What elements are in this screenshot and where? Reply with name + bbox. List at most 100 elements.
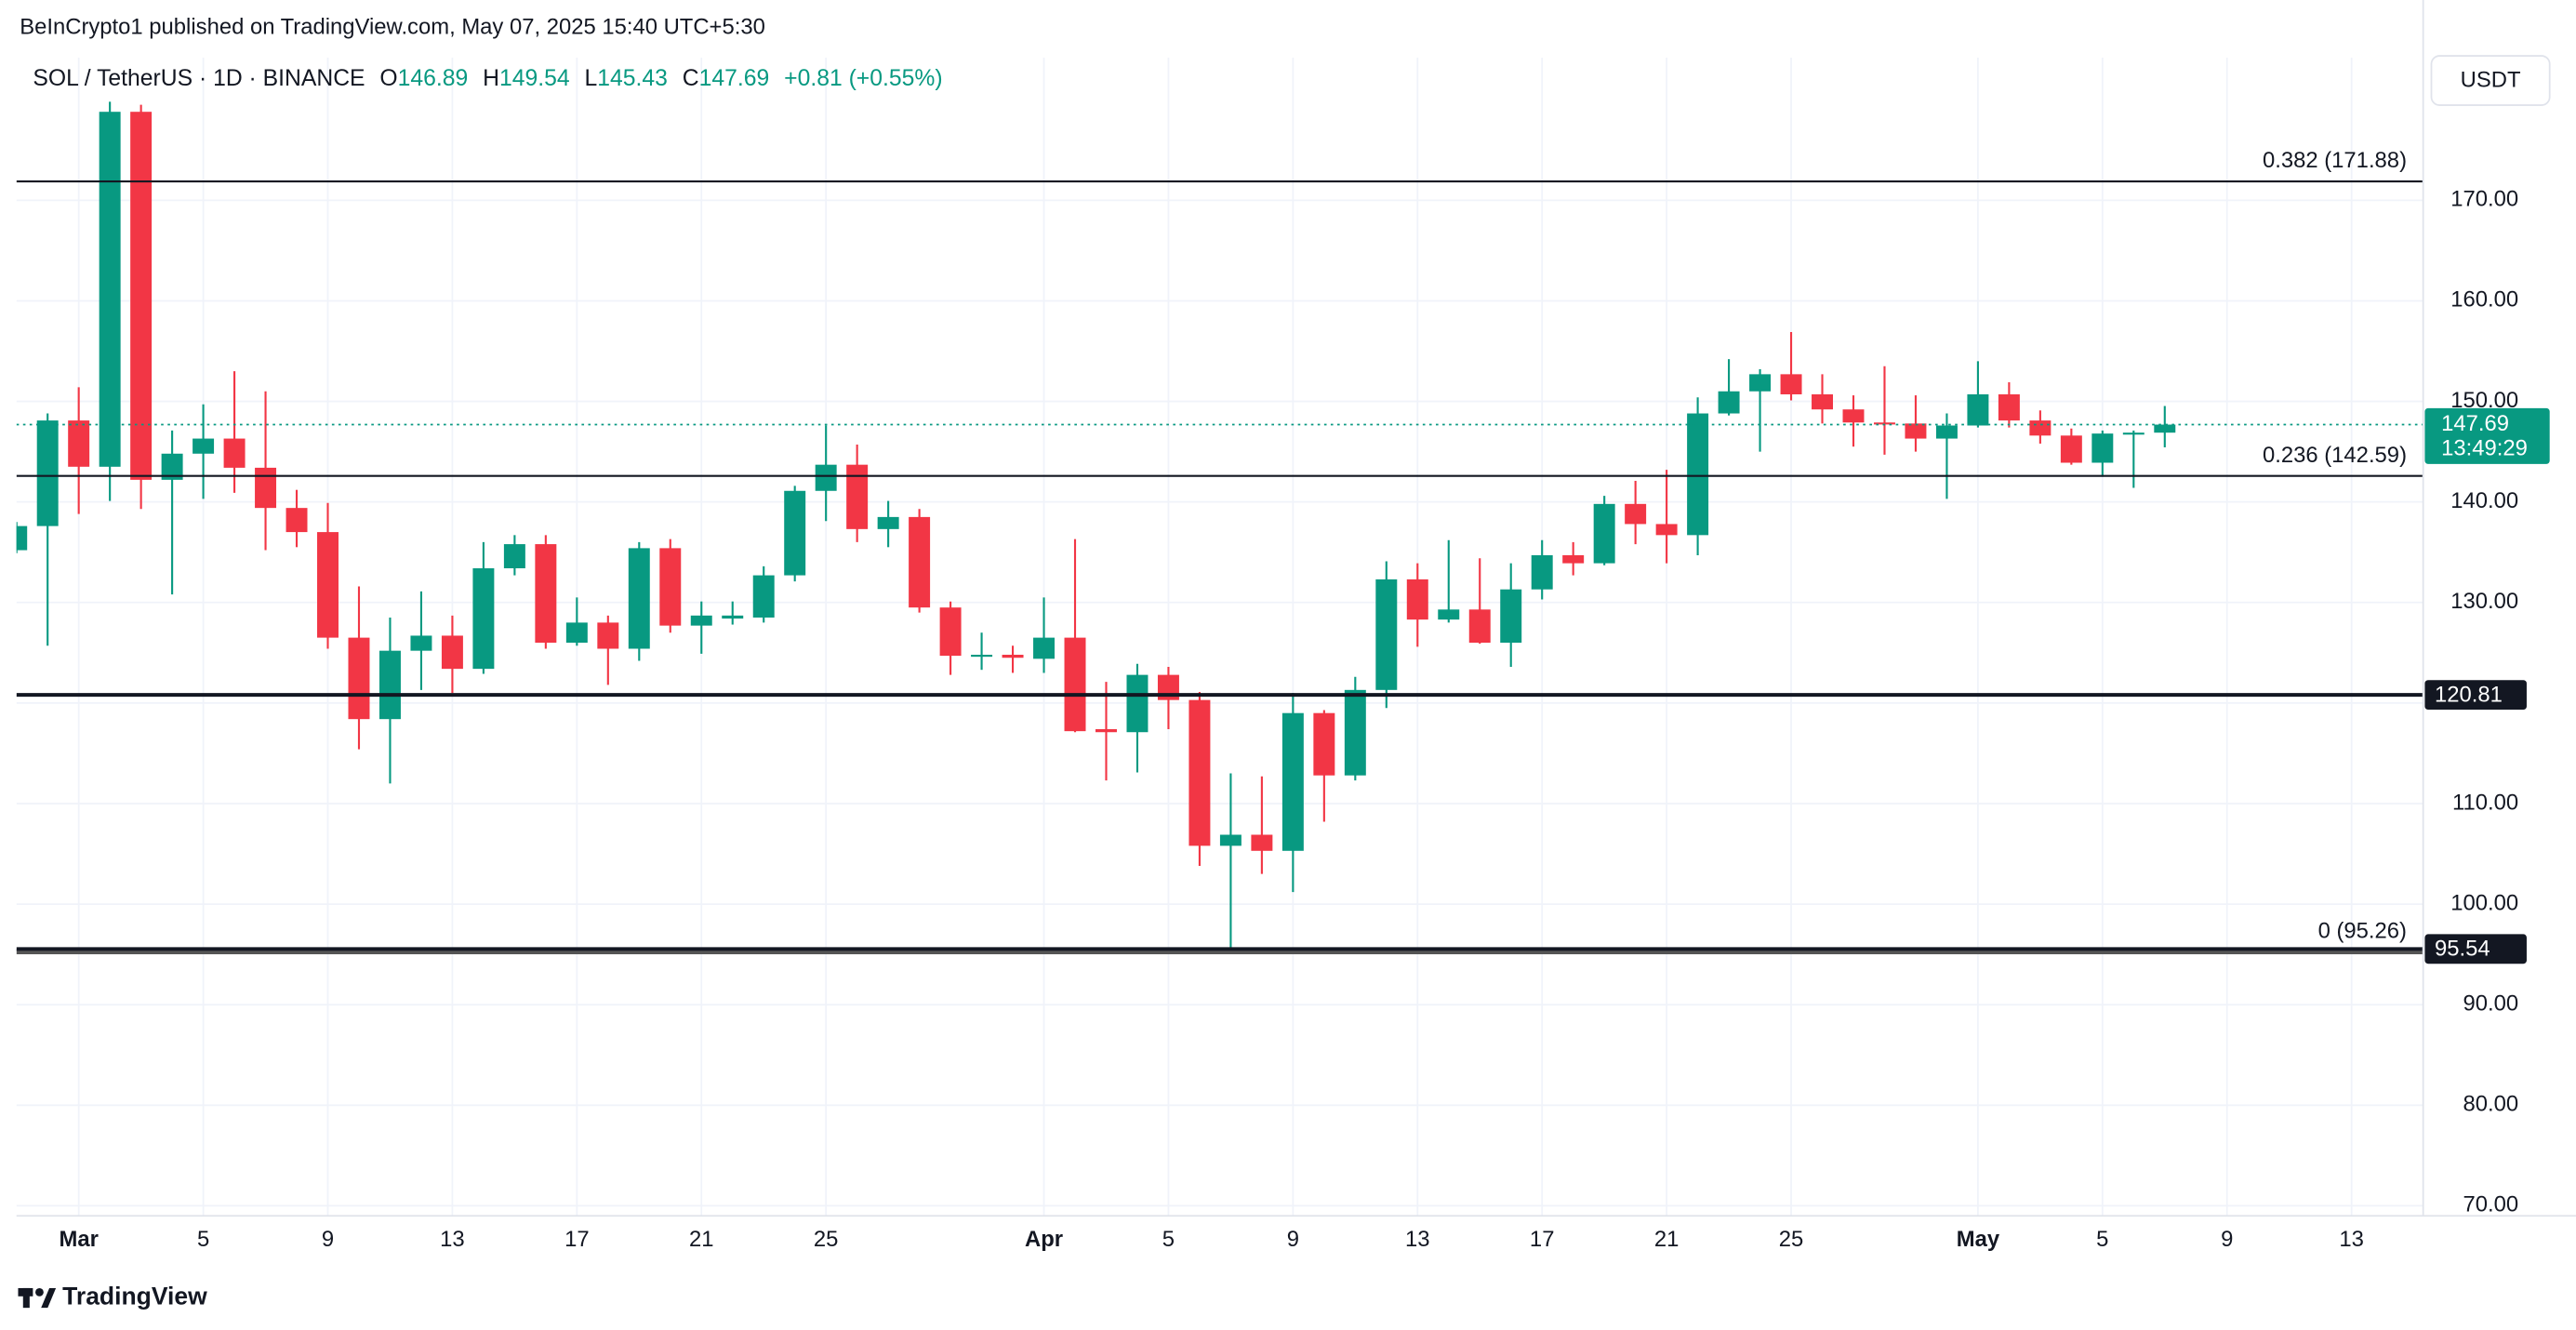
fib-label: 0 (95.26) [2318,918,2407,943]
y-tick-label: 170.00 [2450,187,2518,212]
price-box [2424,680,2527,711]
candle-body [1935,425,1958,439]
candle-body [1625,503,1647,525]
candle-body [815,464,837,491]
candle-body [1438,609,1460,620]
candle-body [2154,424,2176,433]
fib-label: 0.382 (171.88) [2263,148,2407,173]
symbol: SOL / TetherUS · 1D · BINANCE [33,65,365,90]
candle-body [1251,834,1273,851]
candle-body [1593,503,1615,564]
candle-body [939,607,962,657]
candle-body [535,544,557,644]
y-tick-label: 110.00 [2452,790,2518,815]
candle-body [1002,654,1024,658]
y-tick-label: 90.00 [2463,991,2518,1016]
candle-body [628,548,650,649]
o-value: 146.89 [398,65,469,90]
candle-body [1095,728,1117,733]
o-label: O [379,65,397,90]
candle-body [36,420,59,526]
candle-body [223,438,246,468]
candle-body [503,544,525,569]
candle-body [1468,609,1491,644]
candle-body [1687,413,1709,536]
candle-body [846,464,869,529]
candle-body [16,525,28,551]
candle-body [2091,433,2114,463]
plot-content [16,57,2423,1217]
candle-body [1812,393,1833,410]
x-tick-label: 25 [1779,1227,1804,1252]
x-tick-label: 21 [1654,1227,1680,1252]
x-tick-label: 5 [197,1227,209,1252]
candle-body [784,490,806,576]
x-tick-label: May [1957,1227,2000,1252]
candle-body [1500,589,1522,644]
candle-body [1905,423,1927,439]
currency-button[interactable] [2430,55,2551,106]
candle-body [659,548,682,626]
countdown-label: 13:49:29 [2441,435,2528,460]
candle-body [690,615,712,626]
last-price-box [2424,407,2550,464]
currency-label[interactable]: USDT [2461,68,2521,93]
candle-body [971,654,993,658]
candle-body [1718,391,1740,414]
price-box-label: 120.81 [2435,682,2503,707]
candle-body [1281,712,1304,851]
candle-body [1967,393,1989,426]
candle-body [1188,699,1211,846]
candle-body [1998,393,2020,421]
candle-body [1749,374,1772,392]
candle-body [2122,432,2144,435]
candle-body [441,635,463,670]
candle-body [1406,579,1428,620]
fib-label: 0.236 (142.59) [2263,443,2407,468]
c-label: C [683,65,699,90]
candle-body [1033,637,1056,659]
y-tick-label: 130.00 [2450,589,2518,614]
candle-body [1313,712,1335,776]
l-label: L [585,65,598,90]
x-tick-label: 5 [2096,1227,2108,1252]
last-price-label: 147.69 [2441,411,2509,436]
x-tick-label: 17 [564,1227,590,1252]
plot-area [16,57,2423,1217]
candle-body [130,112,153,480]
x-tick-label: 13 [2339,1227,2364,1252]
brand-logo [18,1287,57,1309]
candle-body [1842,409,1865,423]
h-label: H [483,65,499,90]
y-tick-label: 70.00 [2463,1192,2518,1217]
candle-body [99,112,121,467]
candle-body [877,516,899,529]
candle-body [1562,554,1585,564]
x-tick-label: 9 [1287,1227,1299,1252]
x-tick-label: 9 [322,1227,334,1252]
candle-body [1219,834,1242,846]
x-tick-label: 13 [1405,1227,1430,1252]
candle-body [1344,689,1366,776]
candle-body [161,453,183,480]
candle-body [1655,524,1678,536]
price-box-label: 95.54 [2435,936,2490,961]
candle-body [2060,435,2082,463]
y-tick-label: 160.00 [2450,287,2518,313]
l-value: 145.43 [597,65,668,90]
candle-body [68,420,90,467]
x-tick-label: Apr [1025,1227,1063,1252]
candle-body [1873,422,1895,425]
published-note: BeInCrypto1 published on TradingView.com… [20,14,765,39]
candle-body [472,568,495,670]
candle-body [193,438,215,454]
c-value: 147.69 [699,65,770,90]
y-tick-label: 100.00 [2450,890,2518,915]
x-tick-label: 17 [1530,1227,1555,1252]
y-tick-label: 140.00 [2450,488,2518,513]
candle-body [752,575,775,618]
x-tick-label: 9 [2221,1227,2233,1252]
candle-body [1780,374,1802,394]
